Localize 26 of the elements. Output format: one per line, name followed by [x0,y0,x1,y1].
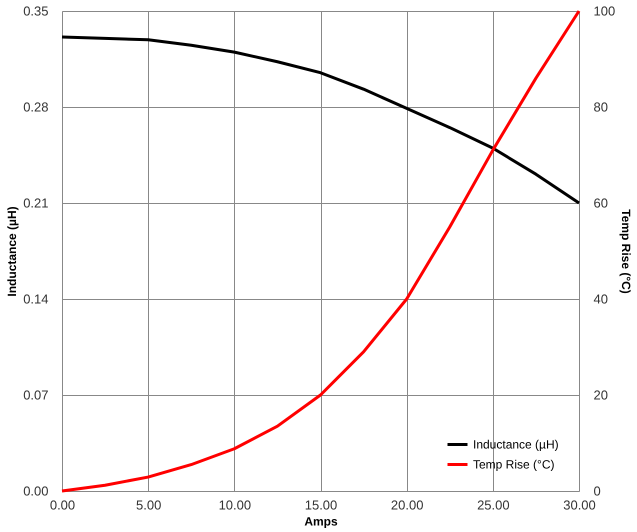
y2-tick-label: 20 [594,388,608,402]
y-tick-label: 0.00 [23,484,48,498]
legend-label: Inductance (µH) [473,438,559,452]
y-tick-label: 0.35 [23,4,48,18]
x-tick-label: 5.00 [136,498,162,512]
x-tick-label: 15.00 [304,498,338,512]
x-axis-title: Amps [304,514,338,528]
y2-tick-label: 60 [594,196,608,210]
y-tick-label: 0.21 [23,196,48,210]
x-tick-label: 10.00 [218,498,252,512]
y2-tick-label: 80 [594,100,608,114]
x-tick-label: 30.00 [563,498,596,512]
y-tick-label: 0.14 [23,292,48,306]
line-series [60,10,580,492]
y2-tick-label: 0 [594,484,601,498]
y2-tick-label: 40 [594,292,608,306]
x-tick-label: 25.00 [477,498,510,512]
y-tick-label: 0.28 [23,100,48,114]
x-tick-label: 0.00 [50,498,76,512]
y2-tick-label: 100 [594,4,616,18]
legend-label: Temp Rise (°C) [473,458,554,472]
x-tick-label: 20.00 [390,498,424,512]
line-series [60,36,580,204]
y2-axis-title: Temp Rise (°C) [619,209,634,294]
y-axis-title: Inductance (µH) [5,206,20,297]
y-tick-label: 0.07 [23,388,48,402]
